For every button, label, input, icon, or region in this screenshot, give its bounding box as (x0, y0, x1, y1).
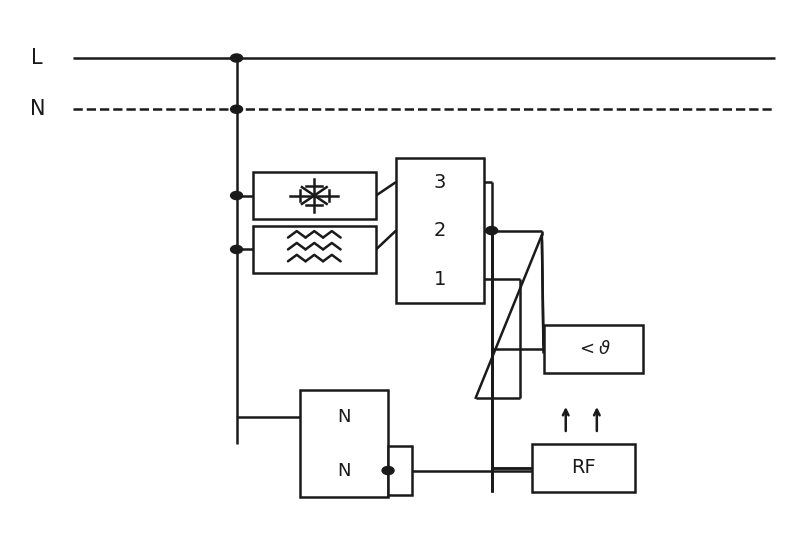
Circle shape (230, 105, 242, 113)
Bar (253, 172, 376, 218)
Circle shape (486, 227, 498, 235)
Circle shape (230, 191, 242, 199)
Bar (531, 443, 635, 492)
Text: 3: 3 (434, 172, 446, 191)
Circle shape (230, 54, 242, 62)
Bar (543, 325, 643, 373)
Text: N: N (30, 99, 45, 119)
Bar (253, 226, 376, 273)
Text: L: L (31, 48, 43, 68)
Bar (396, 158, 484, 304)
Text: 2: 2 (434, 221, 446, 240)
Circle shape (230, 246, 242, 254)
Text: N: N (338, 408, 351, 425)
Text: 1: 1 (434, 269, 446, 288)
Bar (300, 390, 388, 498)
Text: N: N (338, 461, 351, 480)
Text: RF: RF (571, 459, 596, 478)
Text: $<\vartheta$: $<\vartheta$ (576, 340, 610, 358)
Bar (388, 446, 412, 495)
Circle shape (382, 467, 394, 475)
